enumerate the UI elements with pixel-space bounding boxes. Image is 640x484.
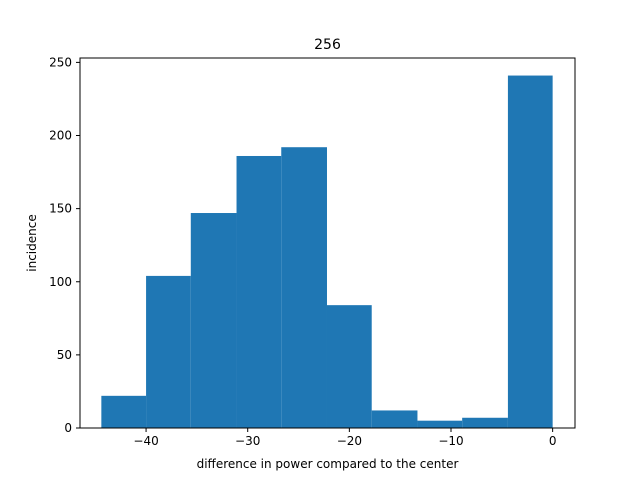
chart-title: 256	[314, 37, 341, 53]
x-tick-label: −20	[337, 434, 362, 448]
x-tick-label: −10	[438, 434, 463, 448]
y-tick-label: 150	[49, 202, 72, 216]
histogram-bar	[281, 147, 327, 429]
histogram-bar	[146, 275, 191, 428]
y-tick-label: 200	[49, 129, 72, 143]
x-axis-label: difference in power compared to the cent…	[197, 457, 459, 471]
histogram-bar	[371, 410, 418, 428]
y-tick-label: 0	[64, 421, 72, 435]
y-axis-ticks: 0 50 100 150 200 250	[49, 55, 80, 435]
histogram-bar	[101, 395, 147, 428]
histogram-bar	[417, 420, 463, 428]
x-tick-label: −30	[235, 434, 260, 448]
x-tick-label: −40	[133, 434, 158, 448]
x-tick-label: 0	[549, 434, 557, 448]
y-axis-label: incidence	[25, 214, 39, 271]
y-tick-label: 250	[49, 55, 72, 69]
y-tick-label: 50	[57, 348, 72, 362]
histogram-bar	[236, 155, 282, 428]
histogram-bar	[507, 75, 553, 428]
histogram-bar	[190, 213, 237, 428]
bars-group	[101, 75, 553, 429]
histogram-bar	[326, 305, 372, 428]
x-axis-ticks: −40 −30 −20 −10 0	[133, 428, 556, 448]
axes-frame	[79, 57, 576, 429]
histogram-bar	[462, 417, 508, 428]
y-tick-label: 100	[49, 275, 72, 289]
